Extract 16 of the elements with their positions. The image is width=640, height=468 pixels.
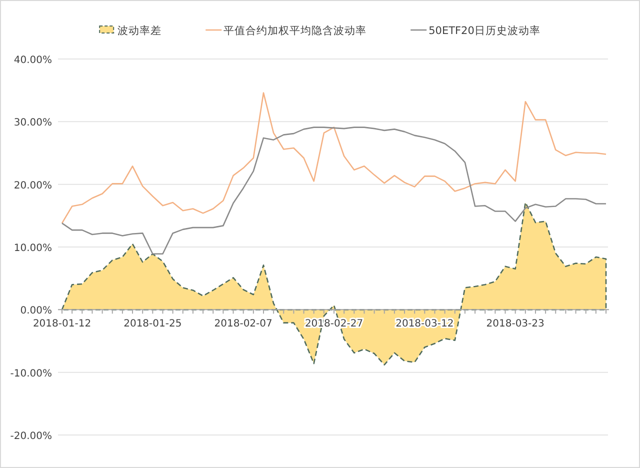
legend-label: 50ETF20日历史波动率 xyxy=(428,24,540,37)
x-tick-label: 2018-01-12 xyxy=(32,318,92,330)
y-tick-label: 10.00% xyxy=(14,243,52,254)
legend-label: 波动率差 xyxy=(118,24,162,37)
y-tick-label: -20.00% xyxy=(10,431,52,442)
y-tick-label: 30.00% xyxy=(14,118,52,129)
y-tick-label: 20.00% xyxy=(14,180,52,192)
x-tick-label: 2018-02-07 xyxy=(214,318,272,330)
y-tick-label: -10.00% xyxy=(10,368,52,380)
x-tick-label: 2018-01-25 xyxy=(124,318,182,330)
line-series xyxy=(61,92,607,224)
x-tick-label: 2018-03-23 xyxy=(486,318,544,330)
y-tick-label: 0.00% xyxy=(20,306,52,317)
legend-label: 平值合约加权平均隐含波动率 xyxy=(224,24,367,37)
y-tick-label: 40.00% xyxy=(14,55,52,66)
x-tick-label: 2018-03-12 xyxy=(396,318,454,330)
